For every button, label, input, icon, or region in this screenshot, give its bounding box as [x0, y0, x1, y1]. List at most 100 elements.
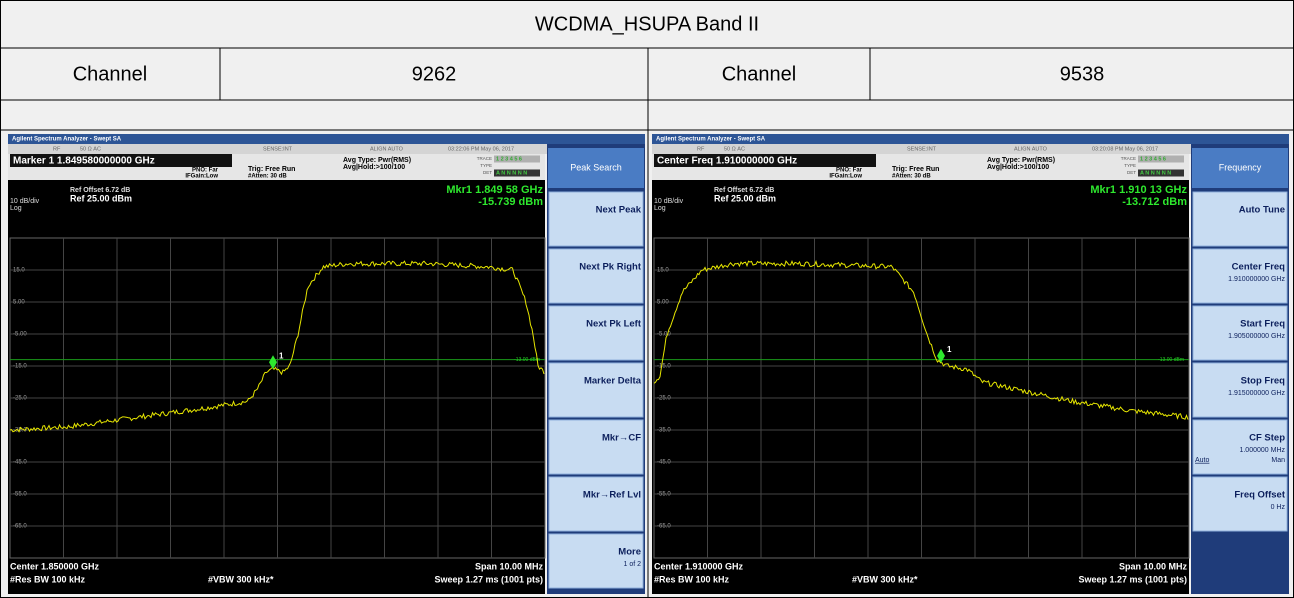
y-label: -65.0: [657, 524, 671, 530]
ref-level: Ref 25.00 dBm: [714, 193, 776, 203]
status-text: SENSE:INT: [907, 146, 937, 152]
softkey-header-box: [548, 148, 644, 188]
y-label: -25.0: [13, 396, 27, 402]
status-text: 03:22:06 PM May 06, 2017: [448, 146, 514, 152]
trace: [9, 260, 545, 433]
atten: #Atten: 30 dB: [248, 174, 287, 180]
softkey-label: Next Pk Right: [579, 262, 642, 273]
trig: Trig: Free Run: [248, 166, 295, 173]
title-bar: [8, 134, 645, 144]
pno: PNO: Far: [192, 168, 219, 174]
limit-label: -13.00 dBm: [1158, 357, 1184, 363]
trig: Trig: Free Run: [892, 166, 939, 173]
status-bar: [8, 144, 645, 154]
det-value: A N N N N N: [1140, 170, 1171, 176]
y-label: -15.0: [13, 364, 27, 370]
softkey-label: Mkr→Ref Lvl: [583, 490, 641, 501]
scale: 10 dB/div: [10, 198, 40, 205]
softkey-label: Mkr→CF: [602, 433, 641, 444]
status-text: ALIGN AUTO: [370, 146, 404, 152]
res-bw: #Res BW 100 kHz: [10, 574, 86, 584]
status-text: SENSE:INT: [263, 146, 293, 152]
softkey-label: Freq Offset: [1234, 490, 1286, 501]
marker-number: 1: [279, 351, 284, 360]
softkey-header-box: [1192, 148, 1288, 188]
softkey: [1192, 476, 1288, 532]
center: Center 1.910000 GHz: [654, 561, 744, 571]
y-label: 5.00: [13, 300, 25, 306]
marker-freq: Mkr1 1.849 58 GHz: [446, 184, 543, 196]
center: Center 1.850000 GHz: [10, 561, 100, 571]
y-label: -35.0: [13, 428, 27, 434]
marker-level: -15.739 dBm: [478, 196, 543, 208]
sweep: Sweep 1.27 ms (1001 pts): [434, 574, 543, 584]
atten: #Atten: 30 dB: [892, 174, 931, 180]
trace-numbers: 1 2 3 4 5 6: [1140, 156, 1166, 162]
ref-offset: Ref Offset 6.72 dB: [70, 187, 130, 194]
softkey-label: Start Freq: [1240, 319, 1285, 330]
ifgain: IFGain:Low: [829, 174, 862, 180]
screen: [652, 180, 1189, 594]
status-bar: [652, 144, 1289, 154]
scale: 10 dB/div: [654, 198, 684, 205]
marker-number: 1: [947, 345, 952, 354]
y-label: -55.0: [657, 492, 671, 498]
trace-label: TRACE: [477, 156, 492, 161]
y-label: -65.0: [13, 524, 27, 530]
softkey: [1192, 191, 1288, 247]
limit-label: -13.00 dBm: [514, 357, 540, 363]
status-text: 03:20:08 PM May 06, 2017: [1092, 146, 1158, 152]
softkey-value: 1 of 2: [623, 561, 641, 568]
trace-label: TRACE: [1121, 156, 1136, 161]
softkey: [548, 305, 644, 361]
y-label: -35.0: [657, 428, 671, 434]
softkey: [1192, 362, 1288, 418]
softkey: [1192, 248, 1288, 304]
res-bw: #Res BW 100 kHz: [654, 574, 730, 584]
span: Span 10.00 MHz: [475, 561, 544, 571]
softkey: [548, 476, 644, 532]
softkey-option: Man: [1271, 457, 1285, 464]
marker-line: Marker 1 1.849580000000 GHz: [13, 156, 155, 167]
status-text: ALIGN AUTO: [1014, 146, 1048, 152]
spectrum-screen: Agilent Spectrum Analyzer - Swept SA RF 50…: [652, 134, 1289, 594]
softkey-header: Peak Search: [570, 162, 622, 172]
channel-value: 9538: [1060, 63, 1105, 85]
log: Log: [10, 205, 22, 212]
softkey: [548, 191, 644, 247]
avg-hold: Avg|Hold:>100/100: [343, 164, 405, 171]
softkey-header: Frequency: [1219, 162, 1262, 172]
channel-value: 9262: [412, 63, 457, 85]
det-box: [1138, 169, 1184, 177]
y-label: -45.0: [657, 460, 671, 466]
softkey: [1192, 305, 1288, 361]
softkey-label: Auto Tune: [1239, 205, 1285, 216]
span: Span 10.00 MHz: [1119, 561, 1188, 571]
app-title: Agilent Spectrum Analyzer - Swept SA: [12, 137, 122, 143]
avg-type: Avg Type: Pwr(RMS): [343, 157, 411, 164]
softkey: [1192, 419, 1288, 475]
marker-box: [10, 154, 232, 167]
y-label: -5.00: [657, 332, 671, 338]
trace-label: DET: [1127, 170, 1136, 175]
y-label: -25.0: [657, 396, 671, 402]
trace-label: TYPE: [1124, 163, 1136, 168]
marker-line: Center Freq 1.910000000 GHz: [657, 156, 797, 167]
channel-label: Channel: [73, 63, 148, 85]
softkey: [548, 419, 644, 475]
y-label: 15.0: [13, 268, 25, 274]
status-text: RF: [697, 146, 705, 152]
vbw: #VBW 300 kHz*: [852, 574, 918, 584]
softkey-label: Center Freq: [1232, 262, 1286, 273]
det-value: A N N N N N: [496, 170, 527, 176]
y-label: 5.00: [657, 300, 669, 306]
trace-label: DET: [483, 170, 492, 175]
softkey-value: 1.910000000 GHz: [1228, 276, 1285, 283]
marker-freq: Mkr1 1.910 13 GHz: [1090, 184, 1187, 196]
marker-diamond: [269, 355, 277, 370]
ifgain: IFGain:Low: [185, 174, 218, 180]
softkey-label: CF Step: [1249, 433, 1285, 444]
y-label: -45.0: [13, 460, 27, 466]
det-box: [494, 169, 540, 177]
